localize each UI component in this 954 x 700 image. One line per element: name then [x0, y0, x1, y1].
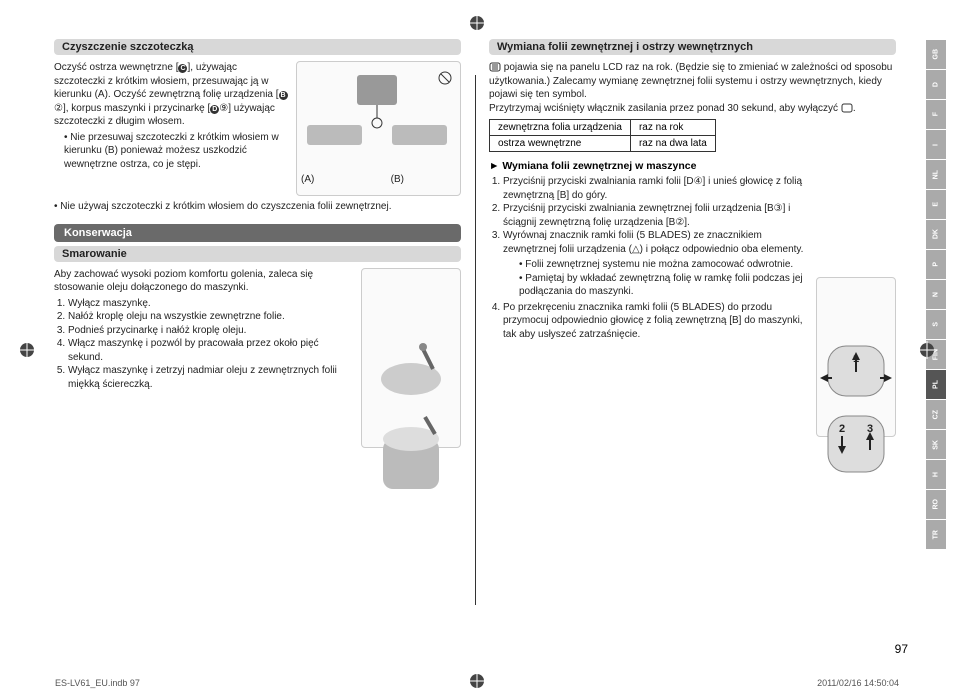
reg-mark-bottom: [468, 672, 486, 690]
heading-lubrication: Smarowanie: [54, 246, 461, 262]
figure-oil-diagram: [361, 268, 461, 448]
lang-tab-sk[interactable]: SK: [926, 430, 946, 460]
t: Przytrzymaj wciśnięty włącznik zasilania…: [489, 103, 841, 114]
replace-steps-cont: Po przekręceniu znacznika ramki folii (5…: [489, 301, 808, 342]
cell-foil-freq: raz na rok: [630, 120, 715, 136]
lang-tab-s[interactable]: S: [926, 310, 946, 340]
replace-step: Wyrównaj znacznik ramki folii (5 BLADES)…: [503, 229, 808, 256]
replace-step: Przyciśnij przyciski zwalniania zewnętrz…: [503, 202, 808, 229]
table-row: zewnętrzna folia urządzenia raz na rok: [490, 120, 716, 136]
sub-bullet: Folii zewnętrznej systemu nie można zamo…: [519, 258, 808, 272]
replacement-para2: Przytrzymaj wciśnięty włącznik zasilania…: [489, 102, 896, 116]
fig-label-a: (A): [301, 174, 314, 185]
footer-right: 2011/02/16 14:50:04: [817, 678, 899, 688]
replacement-para1: pojawia się na panelu LCD raz na rok. (B…: [489, 61, 896, 102]
lang-tab-d[interactable]: D: [926, 70, 946, 100]
cell-foil: zewnętrzna folia urządzenia: [490, 120, 631, 136]
heading-replacement: Wymiana folii zewnętrznej i ostrzy wewnę…: [489, 39, 896, 55]
ref-b-icon: B: [279, 91, 288, 100]
lang-tab-cz[interactable]: CZ: [926, 400, 946, 430]
footer-left: ES-LV61_EU.indb 97: [55, 678, 140, 688]
foil-icon: [841, 103, 853, 113]
replace-steps-block: Przyciśnij przyciski zwalniania ramki fo…: [489, 175, 896, 341]
t: Oczyść ostrza wewnętrzne [: [54, 62, 178, 73]
t: ②], korpus maszynki i przycinarkę [: [54, 103, 210, 114]
cell-blades-freq: raz na dwa lata: [630, 136, 715, 152]
reg-mark-left: [18, 341, 36, 359]
reg-mark-right: [918, 341, 936, 359]
replace-steps: Przyciśnij przyciski zwalniania ramki fo…: [489, 175, 808, 256]
lang-tab-tr[interactable]: TR: [926, 520, 946, 550]
table-row: ostrza wewnętrzne raz na dwa lata: [490, 136, 716, 152]
page-number: 97: [895, 642, 908, 656]
manual-page: Czyszczenie szczoteczką (A) (B) Oczyść o…: [40, 35, 910, 635]
heading-brush-cleaning: Czyszczenie szczoteczką: [54, 39, 461, 55]
lang-tab-h[interactable]: H: [926, 460, 946, 490]
lang-tab-ro[interactable]: RO: [926, 490, 946, 520]
svg-text:2: 2: [839, 423, 845, 435]
ref-d-icon: D: [210, 105, 219, 114]
lang-tab-e[interactable]: E: [926, 190, 946, 220]
lang-tab-i[interactable]: I: [926, 130, 946, 160]
lang-tab-n[interactable]: N: [926, 280, 946, 310]
lang-tab-dk[interactable]: DK: [926, 220, 946, 250]
heading-maintenance: Konserwacja: [54, 224, 461, 242]
replace-step: Po przekręceniu znacznika ramki folii (5…: [503, 301, 808, 342]
right-column: Wymiana folii zewnętrznej i ostrzy wewnę…: [475, 35, 910, 635]
sub-bullet: Pamiętaj by wkładać zewnętrzną folię w r…: [519, 272, 808, 299]
replace-sub-bullets: Folii zewnętrznej systemu nie można zamo…: [509, 258, 808, 299]
replacement-table: zewnętrzna folia urządzenia raz na rok o…: [489, 119, 716, 152]
cell-blades: ostrza wewnętrzne: [490, 136, 631, 152]
replace-step: Przyciśnij przyciski zwalniania ramki fo…: [503, 175, 808, 202]
figure-brush-diagram: (A) (B): [296, 61, 461, 196]
lang-tab-nl[interactable]: NL: [926, 160, 946, 190]
lang-tab-gb[interactable]: GB: [926, 40, 946, 70]
lang-tab-pl[interactable]: PL: [926, 370, 946, 400]
language-tabs: GBDFINLEDKPNSFINPLCZSKHROTR: [926, 40, 946, 550]
fig-label-b: (B): [391, 174, 404, 185]
subheading-foil-replace: Wymiana folii zewnętrznej w maszynce: [489, 160, 896, 172]
foil-icon: [489, 62, 501, 72]
t: pojawia się na panelu LCD raz na rok. (B…: [489, 62, 892, 100]
left-column: Czyszczenie szczoteczką (A) (B) Oczyść o…: [40, 35, 475, 635]
lang-tab-f[interactable]: F: [926, 100, 946, 130]
reg-mark-top: [468, 14, 486, 32]
lang-tab-p[interactable]: P: [926, 250, 946, 280]
brush-note: Nie używaj szczoteczki z krótkim włosiem…: [54, 200, 461, 214]
